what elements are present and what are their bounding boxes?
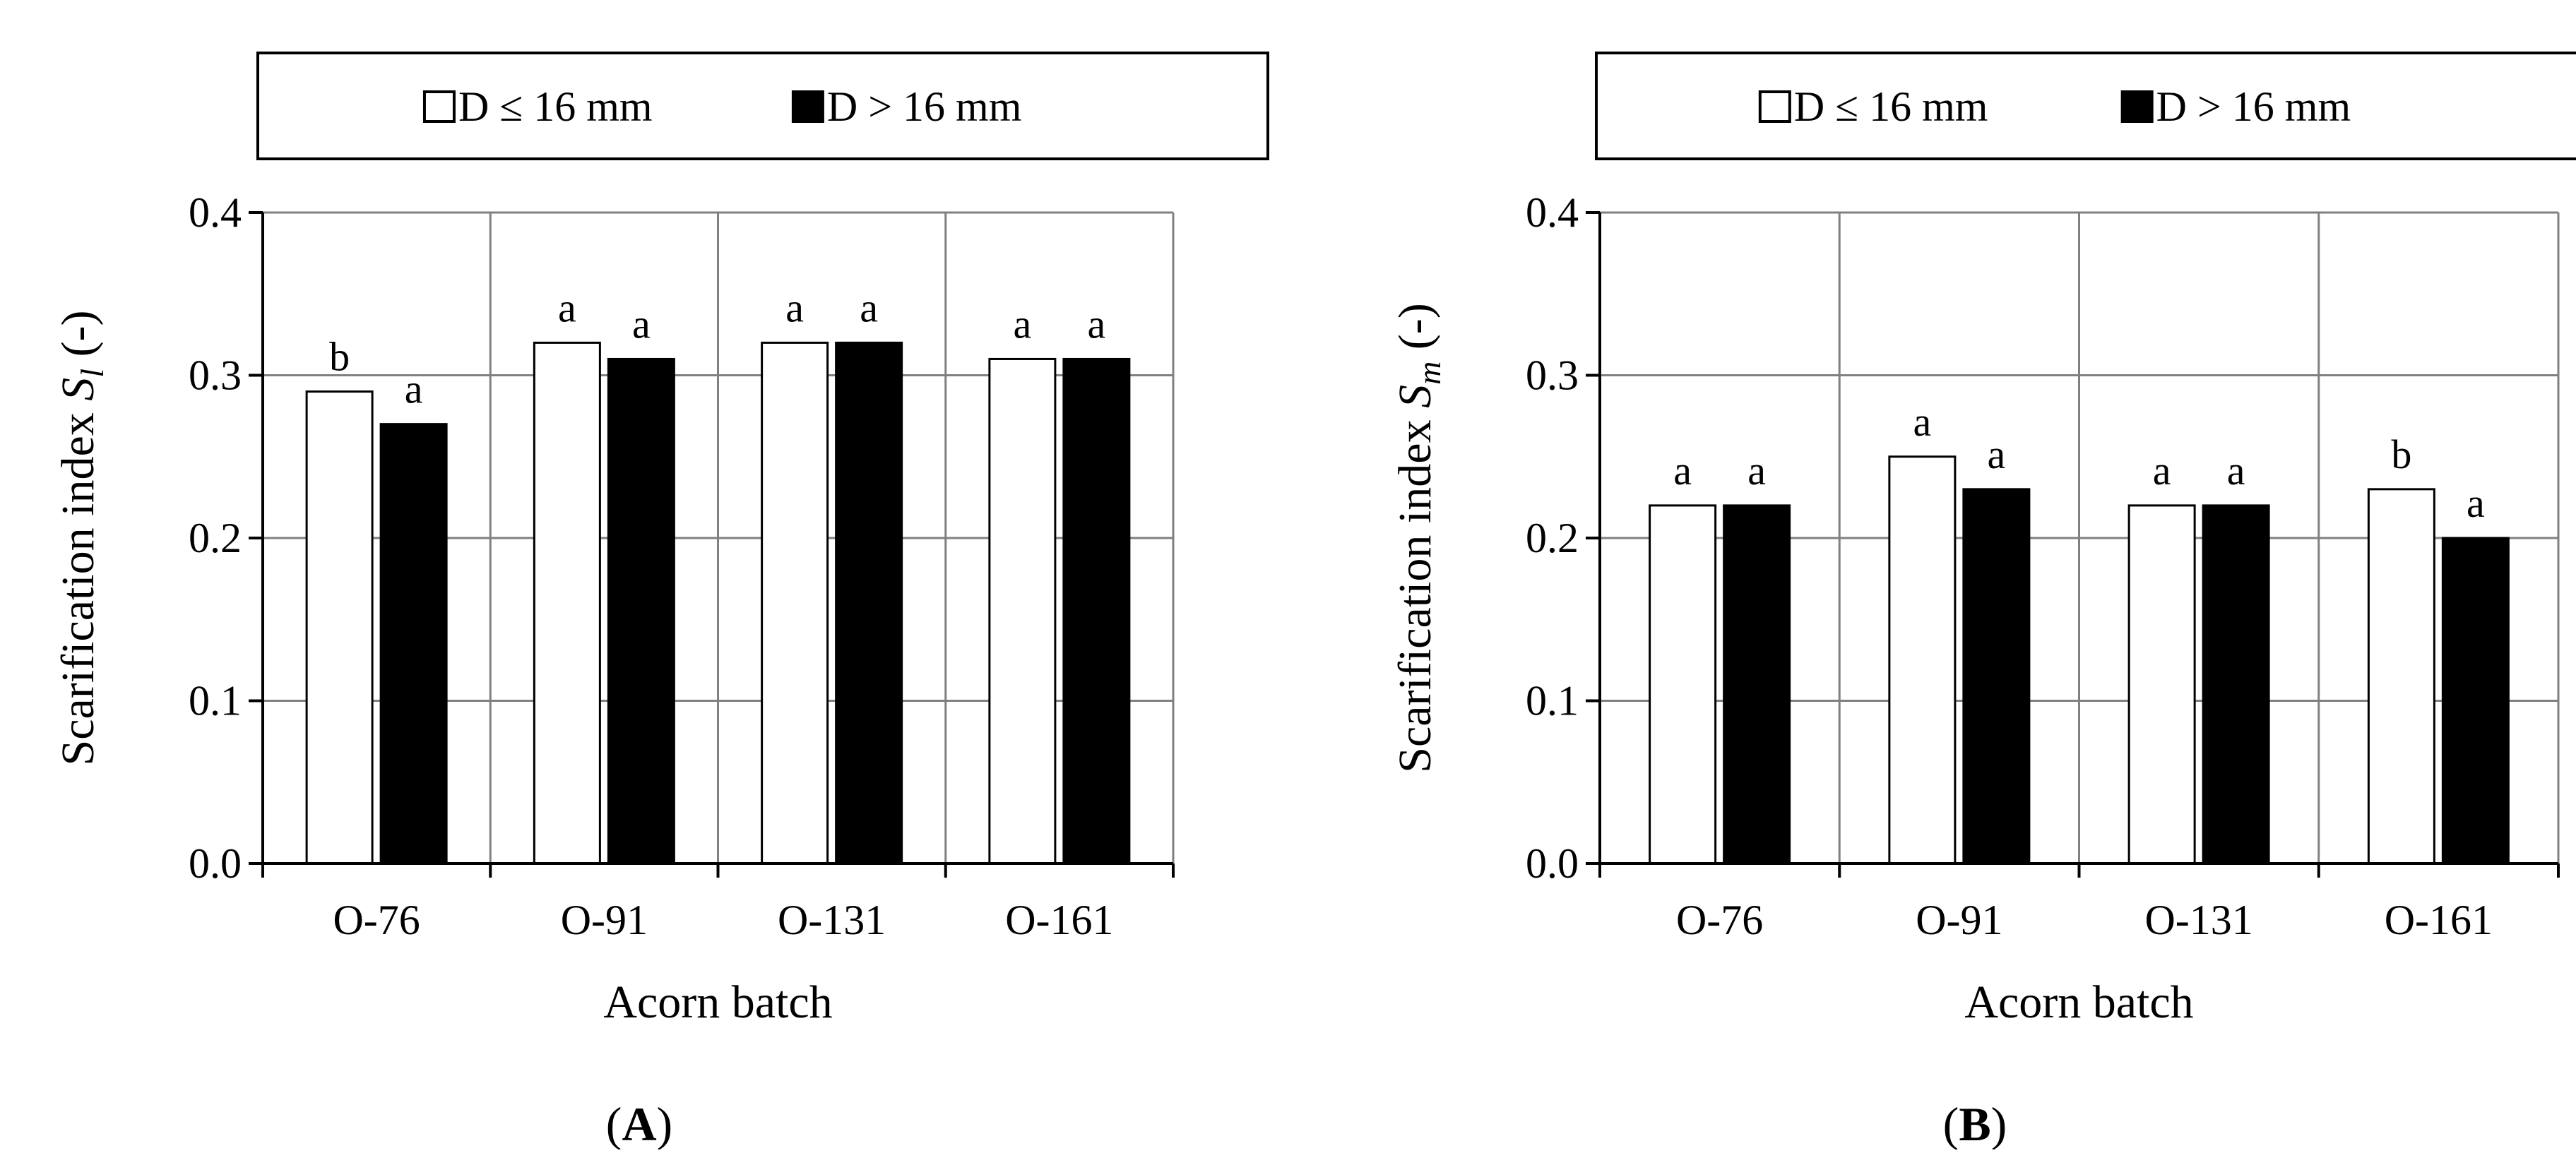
significance-letter: a (1014, 301, 1032, 347)
significance-letter: a (2153, 448, 2171, 494)
significance-letter: a (1088, 301, 1106, 347)
legend-box (256, 52, 1269, 160)
y-tick-label: 0.2 (189, 515, 242, 561)
y-axis-title: Scarification index Sm (-) (1389, 303, 1447, 773)
y-tick-label: 0.2 (1526, 515, 1579, 561)
bar-large-o-91 (1962, 488, 2031, 865)
bar-small-o-161 (988, 357, 1057, 865)
legend-swatch (1758, 90, 1791, 123)
chart-panel-a: b a a a a a a a 0.0 0.1 0.2 0.3 0.4 O-76 O-91 O-131 O-16… (52, 52, 1269, 1151)
bar-large-o-131 (2202, 504, 2270, 865)
significance-letter: a (558, 285, 576, 330)
significance-letter: a (1673, 448, 1692, 494)
bar-large-o-161 (2441, 537, 2510, 865)
y-tick-label: 0.4 (189, 189, 242, 236)
legend-label: D ≤ 16 mm (1794, 83, 1988, 130)
y-tick-label: 0.0 (1526, 840, 1579, 887)
bar-small-o-91 (1888, 455, 1957, 865)
legend-label: D ≤ 16 mm (458, 83, 653, 130)
bar-small-o-131 (2127, 504, 2196, 865)
chart-panel-b: a a a a a a b a 0.0 0.1 0.2 0.3 0.4 O-76 O-91 O-131 O-16… (1389, 52, 2576, 1151)
significance-letter: a (1913, 399, 1932, 445)
significance-letter: b (329, 334, 350, 380)
significance-letter: a (860, 285, 878, 330)
x-tick-label: O-76 (333, 897, 420, 943)
significance-letter: a (785, 285, 804, 330)
legend-swatch (791, 90, 824, 123)
bar-large-o-76 (1723, 504, 1791, 865)
x-tick-label: O-131 (778, 897, 886, 943)
x-tick-label: O-161 (1005, 897, 1113, 943)
bar-large-o-131 (835, 341, 903, 865)
x-tick-label: O-91 (1916, 897, 2002, 943)
bar-small-o-76 (1649, 504, 1717, 865)
legend-swatch (2120, 90, 2154, 123)
legend-swatch (422, 90, 456, 123)
y-tick-label: 0.4 (1526, 189, 1579, 236)
significance-letter: b (2391, 431, 2411, 477)
panel-caption: (B) (1943, 1097, 2007, 1149)
y-tick-label: 0.3 (189, 352, 242, 399)
legend-label: D > 16 mm (827, 83, 1022, 130)
bar-large-o-76 (379, 423, 448, 865)
bar-large-o-91 (607, 357, 675, 865)
x-tick-label: O-91 (561, 897, 648, 943)
panel-caption: (A) (606, 1097, 672, 1149)
legend: D ≤ 16 mm D > 16 mm (256, 52, 1269, 160)
bar-small-o-91 (533, 341, 601, 865)
bar-small-o-131 (761, 341, 829, 865)
significance-letter: a (1988, 431, 2006, 477)
bar-small-o-76 (305, 390, 374, 865)
significance-letter: a (2467, 480, 2485, 526)
significance-letter: a (632, 301, 651, 347)
bar-small-o-161 (2367, 488, 2435, 865)
x-axis-title: Acorn batch (603, 976, 832, 1028)
y-tick-label: 0.1 (189, 678, 242, 724)
y-tick-label: 0.3 (1526, 352, 1579, 399)
legend: D ≤ 16 mm D > 16 mm (1595, 52, 2576, 160)
legend-label: D > 16 mm (2156, 83, 2351, 130)
x-axis-title: Acorn batch (1964, 976, 2193, 1028)
x-tick-label: O-131 (2144, 897, 2252, 943)
x-tick-label: O-161 (2385, 897, 2493, 943)
legend-box (1595, 52, 2576, 160)
significance-letter: a (1747, 448, 1766, 494)
x-tick-label: O-76 (1676, 897, 1763, 943)
y-tick-label: 0.0 (189, 840, 242, 887)
significance-letter: a (2227, 448, 2245, 494)
bar-large-o-161 (1062, 357, 1131, 865)
significance-letter: a (405, 366, 423, 412)
y-axis-title: Scarification index Sl (-) (52, 310, 110, 765)
y-tick-label: 0.1 (1526, 678, 1579, 724)
